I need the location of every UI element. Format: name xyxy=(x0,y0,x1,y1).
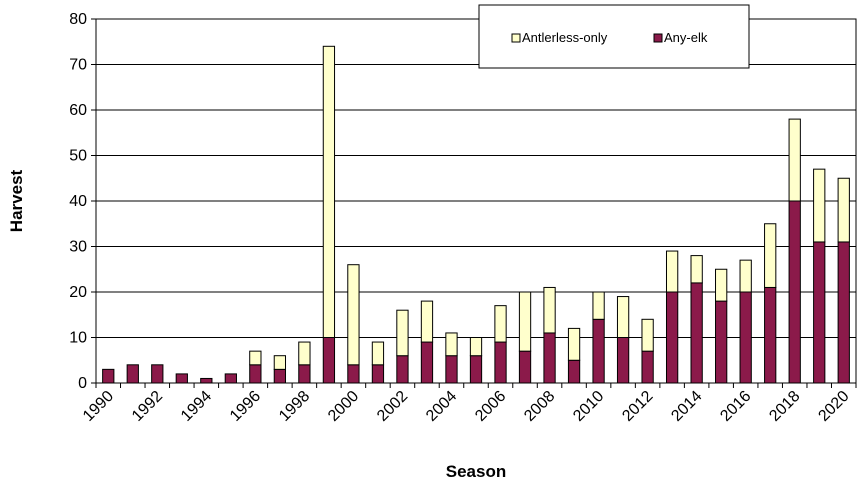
x-tick-label: 1992 xyxy=(129,388,166,425)
bar-any-elk xyxy=(175,373,188,384)
bar-antlerless-only xyxy=(371,341,385,366)
bar-antlerless-only xyxy=(469,337,483,357)
bar-any-elk xyxy=(224,373,237,384)
legend-swatch xyxy=(511,33,521,43)
bar-any-elk xyxy=(494,341,507,384)
legend-label: Antlerless-only xyxy=(522,30,608,45)
x-tick-label: 1996 xyxy=(227,388,264,425)
y-axis-title: Harvest xyxy=(7,169,26,232)
bar-any-elk xyxy=(298,364,311,384)
bar-antlerless-only xyxy=(420,300,434,343)
bar-antlerless-only xyxy=(543,286,556,334)
bar-any-elk xyxy=(396,355,409,384)
bar-any-elk xyxy=(690,282,703,384)
bar-antlerless-only xyxy=(837,177,850,243)
x-axis-ticks: 1990 1992 1994 1996 1998 2000 2002 2004 2006 2008… xyxy=(80,383,857,425)
bar-antlerless-only xyxy=(665,250,679,293)
bar-antlerless-only xyxy=(347,264,360,366)
legend-swatch xyxy=(653,33,663,43)
x-axis-title: Season xyxy=(446,462,506,481)
bar-any-elk xyxy=(151,364,164,384)
bar-any-elk xyxy=(641,350,654,384)
bar-antlerless-only xyxy=(788,118,801,202)
bar-antlerless-only xyxy=(715,268,728,302)
bar-any-elk xyxy=(102,368,115,384)
bar-antlerless-only xyxy=(518,291,532,352)
bar-any-elk xyxy=(371,364,385,384)
bar-antlerless-only xyxy=(396,309,409,357)
bar-antlerless-only xyxy=(690,255,703,284)
bar-antlerless-only xyxy=(813,168,826,243)
bar-any-elk xyxy=(543,332,556,384)
bar-antlerless-only xyxy=(494,305,507,343)
x-tick-label: 2020 xyxy=(815,388,852,425)
bars xyxy=(102,45,850,384)
y-tick-label: 70 xyxy=(69,57,87,74)
bar-any-elk xyxy=(788,200,801,384)
x-tick-label: 2004 xyxy=(423,388,460,425)
y-tick-label: 80 xyxy=(69,11,87,28)
bar-any-elk xyxy=(813,241,826,384)
bar-antlerless-only xyxy=(322,45,336,339)
y-tick-label: 60 xyxy=(69,102,87,119)
y-tick-label: 0 xyxy=(78,375,87,392)
bar-antlerless-only xyxy=(445,332,458,357)
bar-any-elk xyxy=(126,364,139,384)
legend-box xyxy=(478,4,750,69)
legend-label: Any-elk xyxy=(664,30,708,45)
x-tick-label: 2012 xyxy=(619,388,656,425)
bar-any-elk xyxy=(200,377,213,384)
x-tick-label: 1990 xyxy=(80,388,117,425)
y-tick-label: 30 xyxy=(69,239,87,256)
bar-any-elk xyxy=(764,286,777,384)
bar-antlerless-only xyxy=(592,291,605,320)
x-tick-label: 2016 xyxy=(717,388,754,425)
bar-any-elk xyxy=(665,291,679,384)
x-tick-label: 2000 xyxy=(325,388,362,425)
bar-antlerless-only xyxy=(249,350,262,366)
bar-antlerless-only xyxy=(273,355,287,370)
gridlines xyxy=(96,18,856,338)
bar-any-elk xyxy=(616,337,630,384)
x-tick-label: 2010 xyxy=(570,388,607,425)
y-tick-label: 40 xyxy=(69,193,87,210)
x-tick-label: 2008 xyxy=(521,388,558,425)
bar-any-elk xyxy=(273,368,287,384)
y-axis-ticks: 0 10 20 30 40 50 60 70 80 xyxy=(69,11,96,392)
bar-any-elk xyxy=(420,341,434,384)
y-tick-label: 20 xyxy=(69,284,87,301)
x-tick-label: 2018 xyxy=(766,388,803,425)
bar-any-elk xyxy=(739,291,752,384)
bar-any-elk xyxy=(567,359,581,384)
bar-antlerless-only xyxy=(567,327,581,361)
x-tick-label: 2014 xyxy=(668,388,705,425)
bar-antlerless-only xyxy=(616,296,630,338)
bar-any-elk xyxy=(592,318,605,384)
bar-antlerless-only xyxy=(298,341,311,366)
bar-any-elk xyxy=(445,355,458,384)
bar-antlerless-only xyxy=(764,223,777,288)
bar-any-elk xyxy=(837,241,850,384)
bar-any-elk xyxy=(715,300,728,384)
bar-antlerless-only xyxy=(641,318,654,352)
y-tick-label: 50 xyxy=(69,148,87,165)
bar-any-elk xyxy=(347,364,360,384)
bar-any-elk xyxy=(518,350,532,384)
x-tick-label: 2002 xyxy=(374,388,411,425)
legend: Antlerless-only Any-elk xyxy=(478,4,750,69)
bar-any-elk xyxy=(469,355,483,384)
bar-antlerless-only xyxy=(739,259,752,293)
x-tick-label: 1994 xyxy=(178,388,215,425)
bar-any-elk xyxy=(322,337,336,384)
bar-any-elk xyxy=(249,364,262,384)
x-tick-label: 2006 xyxy=(472,388,509,425)
x-tick-label: 1998 xyxy=(276,388,313,425)
y-tick-label: 10 xyxy=(69,330,87,347)
